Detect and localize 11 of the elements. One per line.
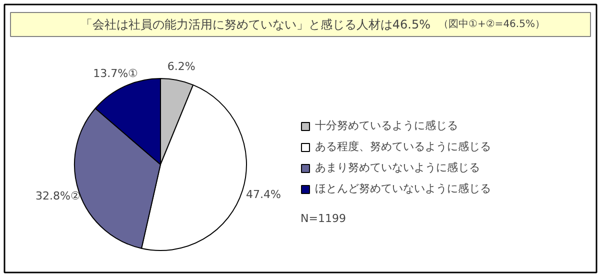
chart-subtitle: （図中①+②=46.5%） (438, 18, 545, 30)
data-label: 32.8%② (36, 189, 80, 202)
legend-label: ほとんど努めていないように感じる (315, 181, 491, 196)
data-label: 6.2% (167, 60, 196, 73)
chart-title: 「会社は社員の能力活用に努めていない」と感じる人材は46.5% (80, 18, 431, 32)
legend-label: 十分努めているように感じる (315, 118, 458, 133)
legend-label: あまり努めていないように感じる (315, 160, 480, 175)
data-label: 47.4% (246, 188, 281, 202)
data-label: 13.7%① (93, 67, 138, 80)
text: N=1199 (300, 212, 346, 225)
legend-label: ある程度、努めているように感じる (315, 139, 491, 154)
